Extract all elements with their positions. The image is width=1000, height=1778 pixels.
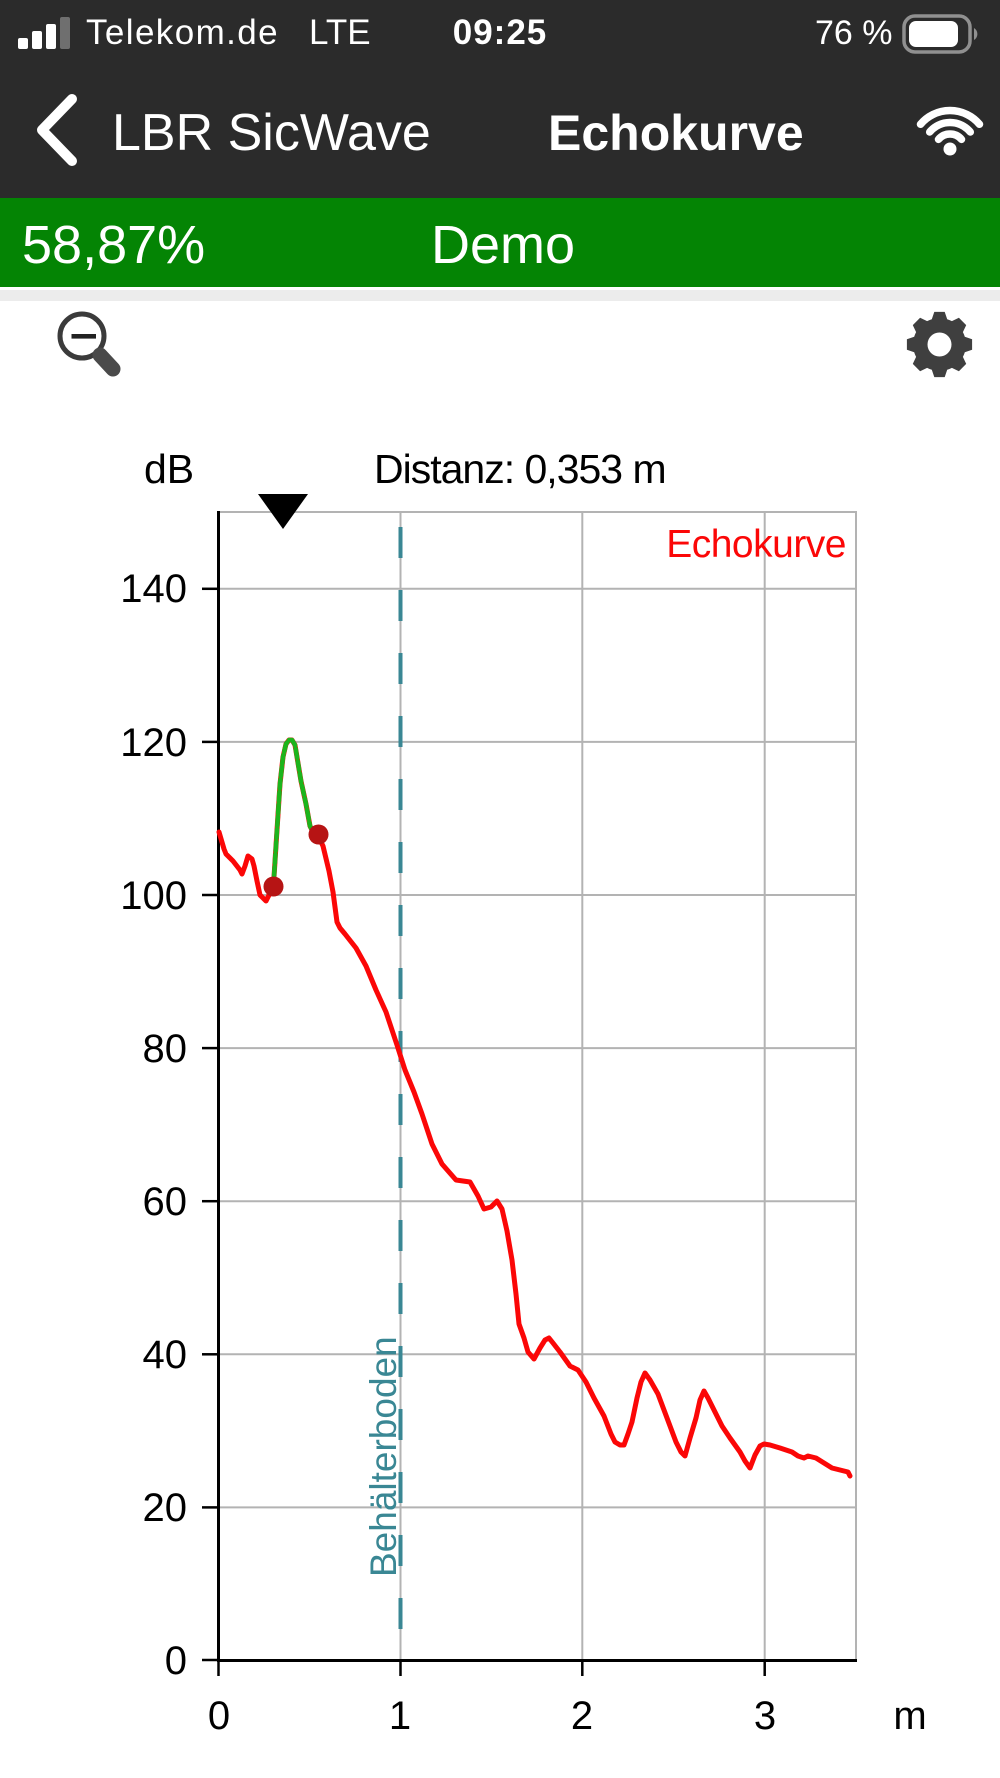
svg-text:Echokurve: Echokurve	[666, 523, 846, 566]
svg-text:120: 120	[120, 721, 187, 765]
svg-text:m: m	[893, 1694, 926, 1738]
svg-text:3: 3	[754, 1694, 776, 1738]
svg-text:2: 2	[571, 1694, 593, 1738]
svg-text:80: 80	[143, 1027, 188, 1071]
svg-text:140: 140	[120, 567, 187, 611]
svg-text:40: 40	[143, 1333, 188, 1377]
svg-text:Distanz: 0,353 m: Distanz: 0,353 m	[374, 446, 666, 492]
svg-text:0: 0	[165, 1639, 187, 1683]
svg-text:Behälterboden: Behälterboden	[363, 1336, 404, 1577]
svg-text:dB: dB	[144, 446, 194, 492]
svg-text:100: 100	[120, 874, 187, 918]
svg-text:0: 0	[208, 1694, 230, 1738]
svg-text:20: 20	[143, 1486, 188, 1530]
svg-text:60: 60	[143, 1180, 188, 1224]
svg-text:1: 1	[389, 1694, 411, 1738]
